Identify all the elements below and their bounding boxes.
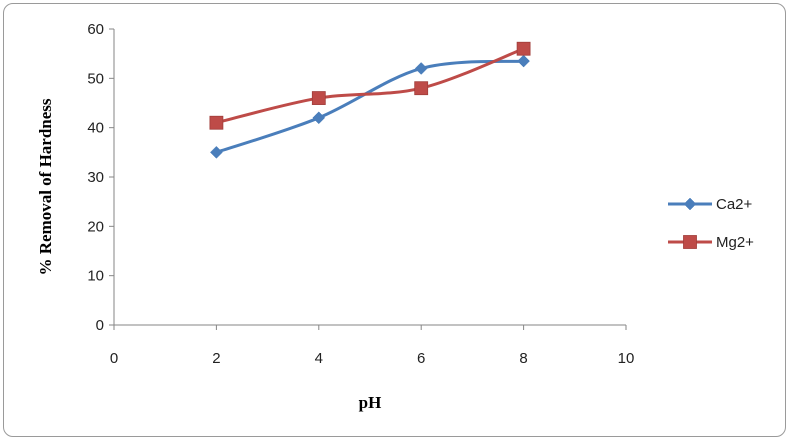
y-axis-label: % Removal of Hardness bbox=[36, 98, 55, 275]
legend-marker bbox=[683, 235, 697, 249]
tick-labels: 0 10 20 30 40 50 60 0 2 4 6 8 10 bbox=[87, 21, 634, 367]
y-tick-label: 60 bbox=[87, 21, 104, 38]
data-point-ca2 bbox=[210, 145, 223, 159]
series-mg2 bbox=[209, 41, 531, 130]
y-tick-label: 40 bbox=[87, 120, 104, 137]
y-tick-label: 10 bbox=[87, 268, 104, 285]
legend-marker bbox=[683, 197, 697, 211]
data-point-mg2 bbox=[414, 81, 429, 96]
legend-label: Ca2+ bbox=[716, 196, 753, 213]
data-point-mg2 bbox=[311, 91, 326, 105]
legend-item-mg2: Mg2+ bbox=[668, 234, 754, 251]
x-tick-label: 0 bbox=[110, 350, 118, 367]
data-point-ca2 bbox=[414, 62, 428, 75]
x-tick-label: 4 bbox=[315, 350, 323, 367]
legend-item-ca2: Ca2+ bbox=[668, 196, 753, 213]
axes bbox=[109, 28, 627, 330]
x-tick-label: 6 bbox=[417, 350, 425, 367]
data-point-ca2 bbox=[517, 54, 530, 68]
x-tick-label: 2 bbox=[212, 350, 220, 367]
series-ca2 bbox=[210, 54, 530, 159]
data-point-ca2 bbox=[312, 111, 326, 125]
x-tick-label: 10 bbox=[618, 350, 635, 367]
y-tick-label: 30 bbox=[87, 169, 104, 186]
x-axis-label: pH bbox=[359, 393, 382, 412]
legend-label: Mg2+ bbox=[716, 234, 754, 251]
y-tick-label: 20 bbox=[87, 218, 104, 235]
series-line-mg2 bbox=[216, 47, 525, 125]
x-tick-label: 8 bbox=[519, 350, 527, 367]
series-group bbox=[209, 41, 531, 159]
legend: Ca2+ Mg2+ bbox=[668, 196, 754, 251]
series-line-ca2 bbox=[215, 59, 524, 154]
chart-frame bbox=[3, 3, 786, 437]
data-point-mg2 bbox=[209, 115, 224, 130]
data-point-mg2 bbox=[516, 41, 531, 56]
y-tick-label: 0 bbox=[96, 317, 104, 334]
y-tick-label: 50 bbox=[87, 70, 104, 87]
